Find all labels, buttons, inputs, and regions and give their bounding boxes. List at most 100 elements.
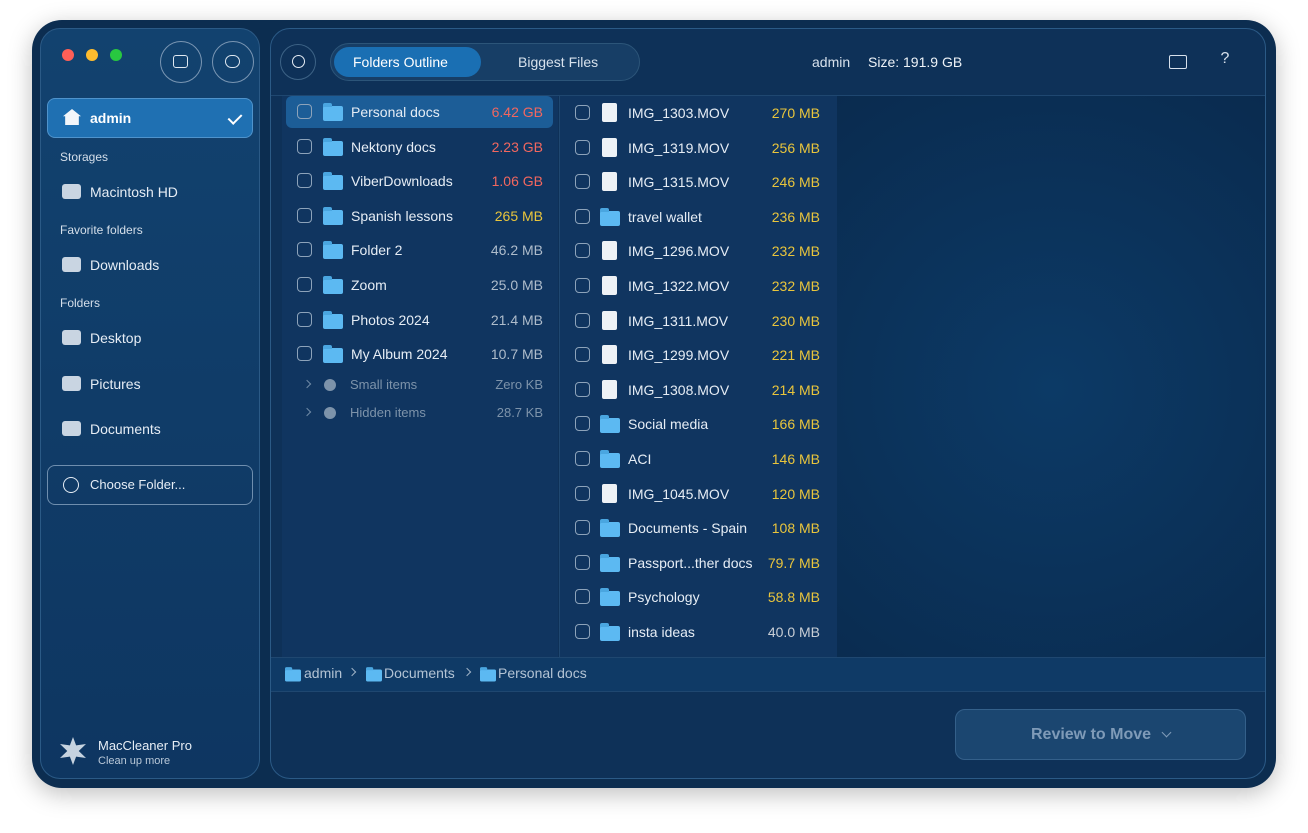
file-name[interactable]: IMG_1045.MOV [628,485,730,502]
file-size: 270 MB [771,105,820,121]
file-icon [602,241,617,261]
checkbox[interactable] [297,104,312,119]
feedback-button[interactable] [1169,55,1187,69]
checkbox[interactable] [575,174,590,190]
sidebar-button[interactable] [212,41,254,83]
file-name[interactable]: Psychology [628,589,700,606]
file-name[interactable]: ACI [628,451,652,467]
file-name[interactable]: IMG_1303.MOV [628,105,730,121]
checkbox[interactable] [575,624,590,639]
section-title: Folders [60,296,101,310]
checkbox[interactable] [575,381,590,397]
folder-icon [285,667,301,682]
folder-name[interactable]: Zoom [351,277,387,293]
search-button[interactable] [280,44,316,80]
checkbox[interactable] [575,554,590,570]
sidebar-item[interactable]: Pictures [90,376,141,392]
file-size: 120 MB [771,485,820,502]
item-icon [62,421,81,436]
folder-icon [323,206,343,225]
checkbox[interactable] [297,207,312,223]
checkbox[interactable] [575,278,590,293]
file-size: 58.8 MB [767,589,820,606]
choose-folder-button[interactable] [47,465,253,505]
file-name[interactable]: IMG_1296.MOV [628,243,730,260]
checkbox[interactable] [575,347,590,363]
toolbar-user: admin [812,54,851,70]
tab[interactable]: Folders Outline [353,54,448,70]
file-name[interactable]: travel wallet [628,208,702,225]
checkbox[interactable] [297,311,312,327]
file-size: 232 MB [771,278,820,294]
folder-icon [323,310,343,329]
window-control[interactable] [62,49,74,61]
help-button[interactable]: ? [1220,50,1230,67]
breadcrumb-item[interactable]: Documents [384,665,455,681]
checkbox[interactable] [297,173,312,189]
window-control[interactable] [86,49,98,61]
sidebar-item[interactable]: Desktop [90,330,142,346]
file-name[interactable]: IMG_1315.MOV [628,174,730,191]
sidebar-user-row[interactable] [47,98,253,138]
file-size: 256 MB [771,139,820,156]
folder-icon [323,103,343,121]
checkbox[interactable] [297,346,312,362]
folder-size: 1.06 GB [491,173,543,190]
folder-icon [600,553,620,572]
file-name[interactable]: Passport...ther docs [628,554,753,571]
file-size: 146 MB [771,451,820,467]
window-control[interactable] [110,49,122,61]
dropdown-chevron [1161,727,1172,737]
folder-size: 46.2 MB [490,242,543,259]
checkbox[interactable] [575,105,590,120]
folder-name[interactable]: Photos 2024 [351,311,430,328]
sidebar-button[interactable] [160,41,202,83]
file-name[interactable]: IMG_1311.MOV [628,312,729,329]
folder-name[interactable]: Personal docs [351,104,440,120]
file-name[interactable]: Social media [628,416,709,433]
sidebar-item[interactable]: Downloads [90,257,160,273]
file-icon [602,310,617,330]
file-name[interactable]: insta ideas [628,624,695,640]
breadcrumb-item[interactable]: Personal docs [498,665,587,681]
checkbox[interactable] [575,416,590,432]
toolbar-size: Size: 191.9 GB [868,54,963,70]
chart-area [837,96,1265,657]
review-button[interactable]: Review to Move [955,709,1246,760]
checkbox[interactable] [575,312,590,328]
file-name[interactable]: Documents - Spain [628,520,748,537]
folder-name[interactable]: Nektony docs [351,138,436,155]
checkbox[interactable] [575,243,590,259]
file-name[interactable]: IMG_1322.MOV [628,278,730,294]
checkbox[interactable] [575,589,590,605]
folder-icon [323,345,343,364]
folder-name[interactable]: ViberDownloads [351,173,453,190]
folder-size: 6.42 GB [491,104,543,120]
file-icon [602,345,617,365]
folder-name[interactable]: My Album 2024 [351,346,448,363]
file-name[interactable]: IMG_1299.MOV [628,347,730,364]
sidebar-item[interactable]: Macintosh HD [90,184,178,200]
checkbox[interactable] [575,208,590,224]
file-size: 40.0 MB [767,624,820,640]
checkbox[interactable] [297,242,312,258]
hidden-row-size: Zero KB [495,377,543,392]
checkbox[interactable] [575,485,590,501]
sidebar-item[interactable]: Documents [90,421,161,437]
tab[interactable]: Biggest Files [518,54,599,70]
checkbox[interactable] [575,520,590,536]
folder-size: 10.7 MB [490,346,543,363]
item-icon [62,330,81,345]
folder-name[interactable]: Folder 2 [351,242,403,259]
checkbox[interactable] [297,277,312,292]
checkbox[interactable] [575,451,590,466]
file-name[interactable]: IMG_1308.MOV [628,381,730,398]
section-title: Favorite folders [60,223,143,237]
breadcrumb-item[interactable]: admin [304,665,343,681]
plus-icon [63,477,79,493]
checkbox[interactable] [297,138,312,154]
folder-name[interactable]: Spanish lessons [351,207,453,224]
file-name[interactable]: IMG_1319.MOV [628,139,730,156]
checkbox[interactable] [575,139,590,155]
section-title: Storages [60,150,109,164]
